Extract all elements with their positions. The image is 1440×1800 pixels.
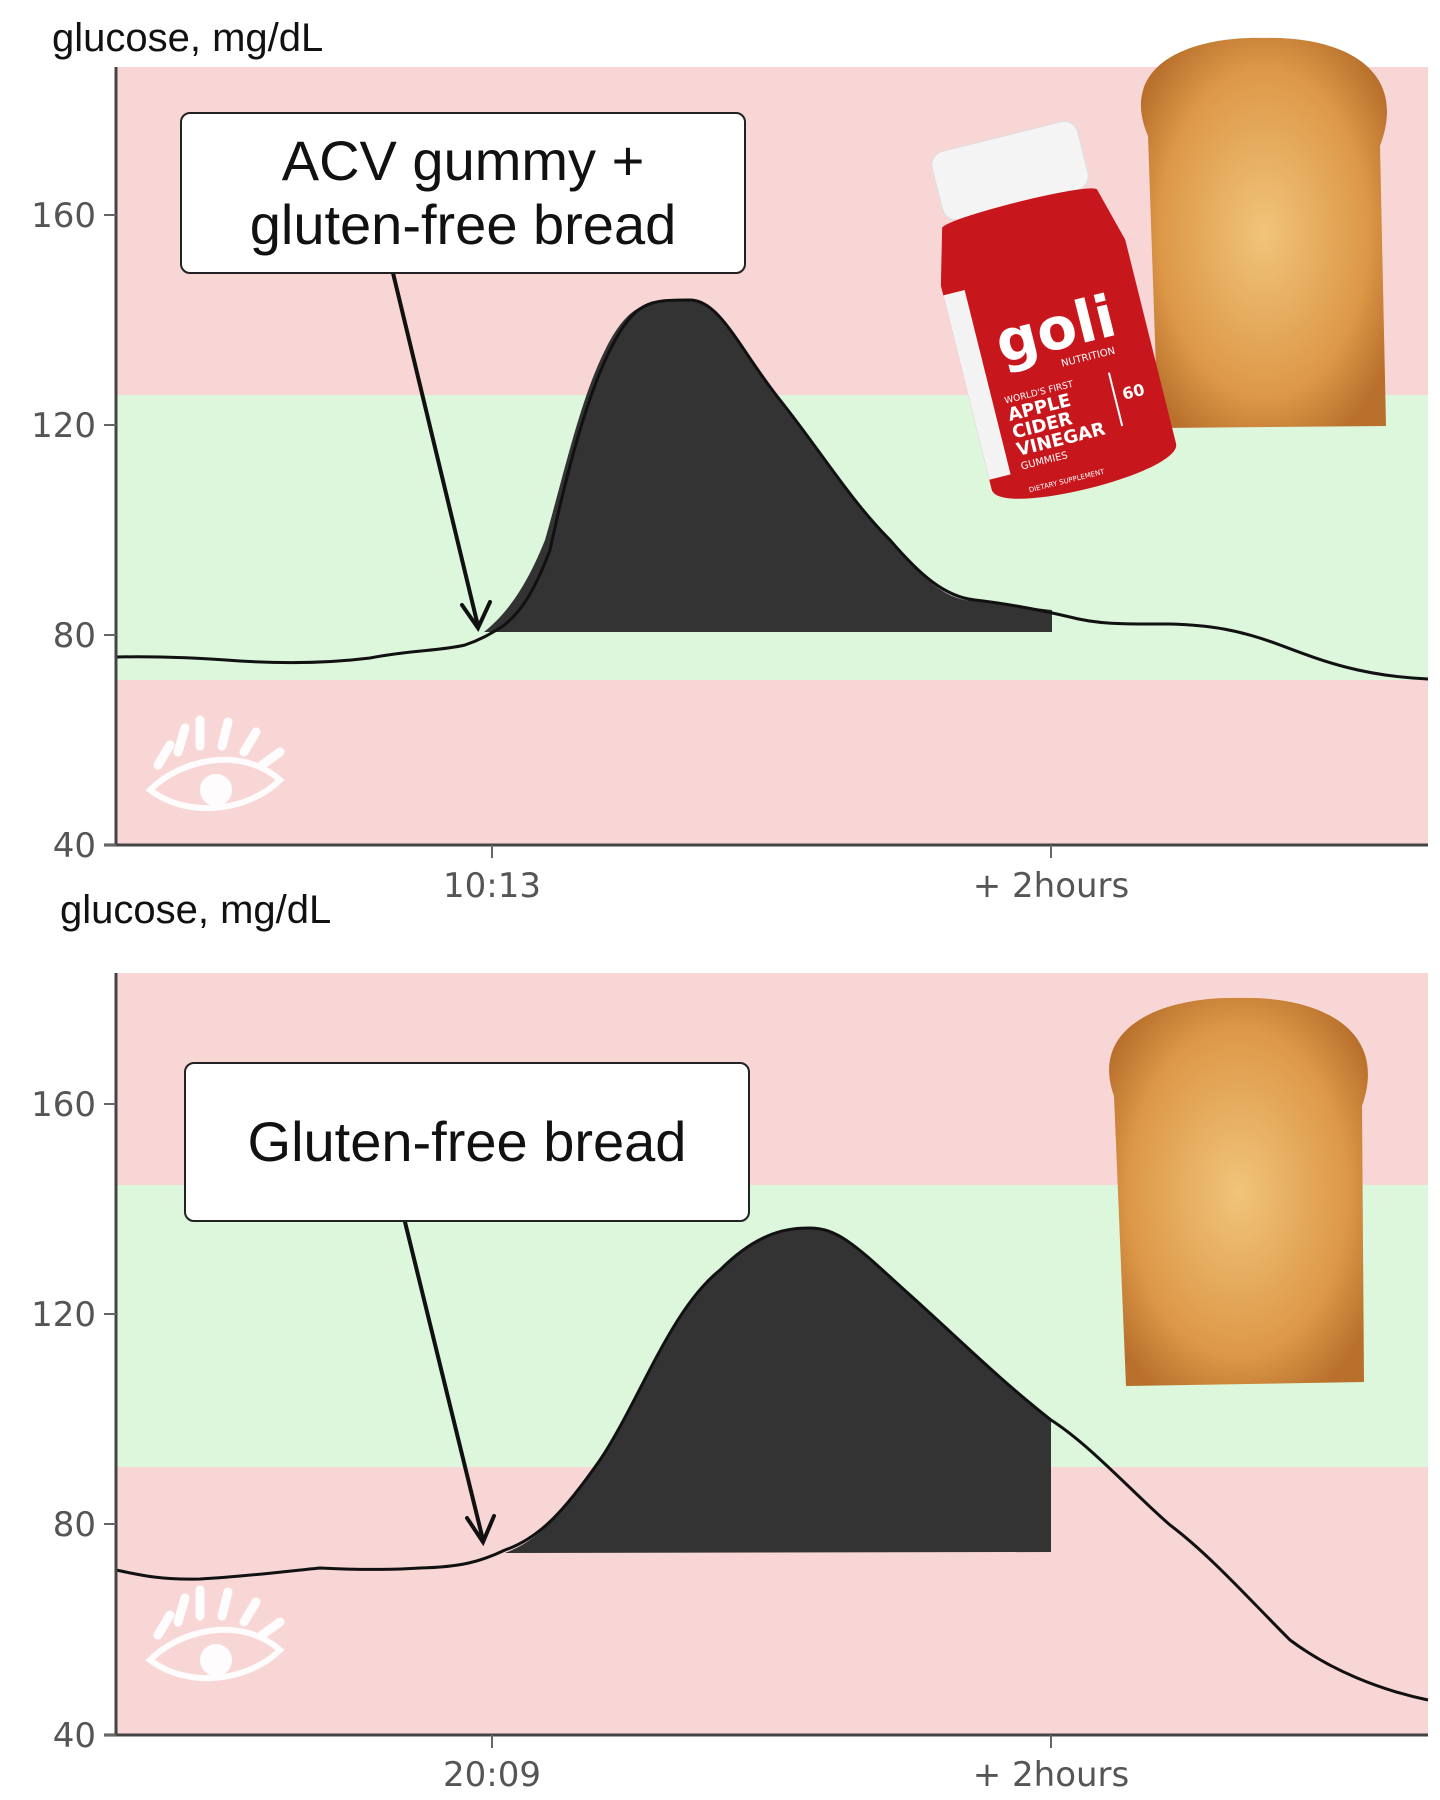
annotation-box-bread: Gluten-free bread — [184, 1062, 750, 1222]
y-ticks — [104, 1103, 1052, 1748]
acv-gummy-bottle-image: goli NUTRITION WORLD'S FIRST APPLE CIDER… — [931, 120, 1177, 499]
glucose-chart-acv: 160 120 80 40 10:13 + 2hours ACV gummy +… — [31, 37, 1429, 900]
y-tick-80: 80 — [53, 616, 96, 656]
annotation-box-acv: ACV gummy + gluten-free bread — [180, 112, 746, 274]
y-tick-160: 160 — [31, 1085, 96, 1125]
low-range-band — [116, 680, 1428, 844]
x-tick-plus-2-hours: + 2hours — [973, 866, 1130, 900]
y-axis-title-bottom: glucose, mg/dL — [60, 888, 332, 932]
x-tick-plus-2-hours: + 2hours — [973, 1755, 1130, 1795]
y-tick-120: 120 — [31, 406, 96, 446]
y-tick-120: 120 — [31, 1295, 96, 1335]
y-tick-40: 40 — [53, 1716, 96, 1756]
annotation-line-2: gluten-free bread — [249, 193, 677, 256]
y-ticks — [104, 214, 1052, 858]
glucose-spike-area — [505, 1228, 1051, 1553]
annotation-arrow — [391, 271, 492, 633]
glucose-curve — [115, 1226, 1429, 1702]
glucose-curve — [115, 298, 1429, 681]
y-tick-80: 80 — [53, 1505, 96, 1545]
y-tick-40: 40 — [53, 826, 96, 866]
y-axis-title-top: glucose, mg/dL — [52, 16, 324, 60]
glucose-spike-area — [484, 300, 1052, 632]
eye-logo-icon — [145, 715, 285, 812]
annotation-line-1: Gluten-free bread — [247, 1110, 687, 1173]
eye-logo-icon — [145, 1585, 285, 1682]
toast-image-bottom — [1109, 997, 1368, 1386]
x-tick-meal-time: 20:09 — [443, 1755, 541, 1795]
y-tick-160: 160 — [31, 196, 96, 236]
x-tick-meal-time: 10:13 — [443, 866, 541, 900]
annotation-line-1: ACV gummy + — [281, 129, 645, 192]
toast-image-top — [1140, 37, 1387, 428]
annotation-arrow — [403, 1220, 496, 1547]
glucose-chart-bread-only: 160 120 80 40 20:09 + 2hours Gluten-free… — [0, 900, 1440, 1800]
bottle-count: 60 — [1120, 380, 1146, 404]
